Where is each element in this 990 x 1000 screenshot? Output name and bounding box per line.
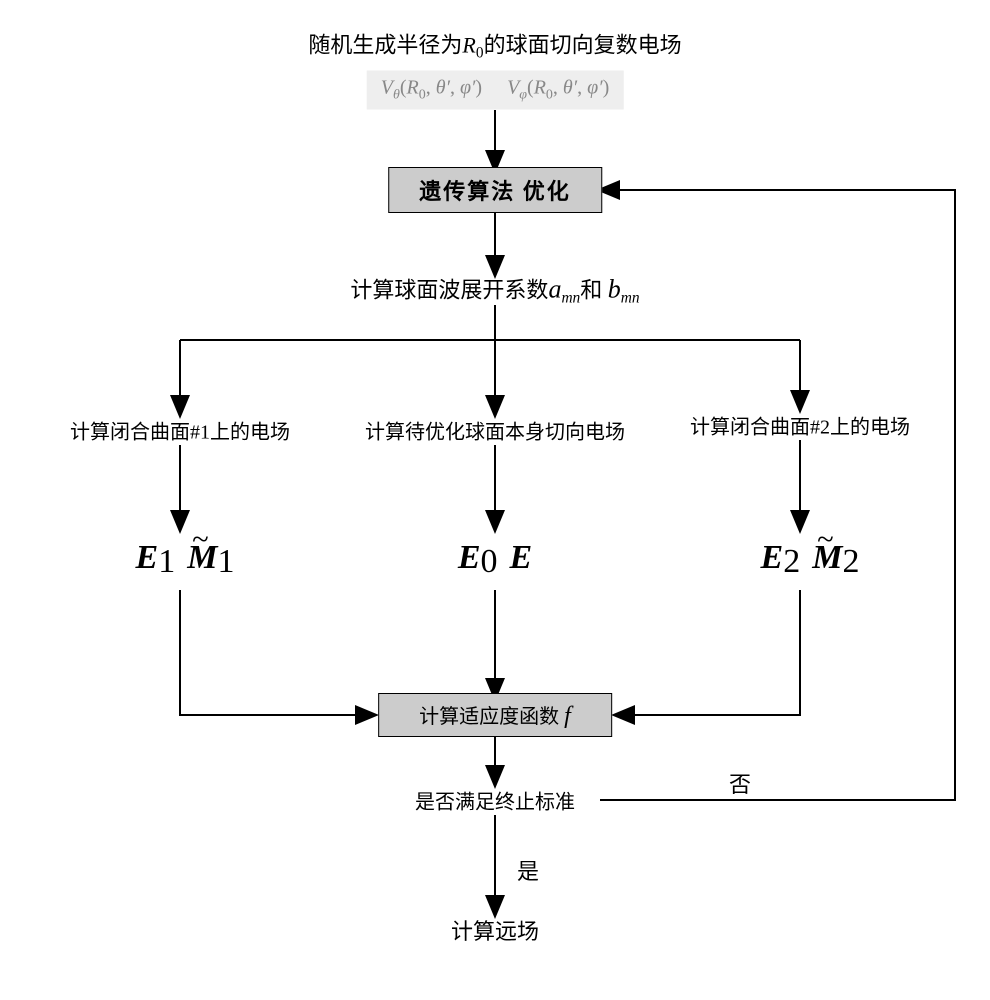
decision-text: 是否满足终止标准 [415,786,575,815]
formula-box-v: Vθ(R0, θ′, φ′) Vφ(R0, θ′, φ′) [367,71,624,110]
label-no: 否 [729,767,751,799]
ga-label: 遗传算法 优化 [419,179,571,204]
fitness-box: 计算适应度函数 f [378,693,612,737]
label-yes: 是 [517,854,539,886]
farfield-text: 计算远场 [451,914,539,946]
branch-mid-text: 计算待优化球面本身切向电场 [365,416,625,445]
branch-left-text: 计算闭合曲面#1上的电场 [70,416,290,445]
branch-right-text: 计算闭合曲面#2上的电场 [690,411,910,440]
flow-edges [0,0,990,1000]
formula-mid: E0 E [458,539,532,581]
formula-left: E1 M1 [136,539,235,581]
coef-text: 计算球面波展开系数amn和 bmn [350,272,639,307]
title-text: 随机生成半径为R0的球面切向复数电场 [308,27,681,62]
ga-box: 遗传算法 优化 [388,167,602,213]
formula-right: E2 M2 [761,539,860,581]
